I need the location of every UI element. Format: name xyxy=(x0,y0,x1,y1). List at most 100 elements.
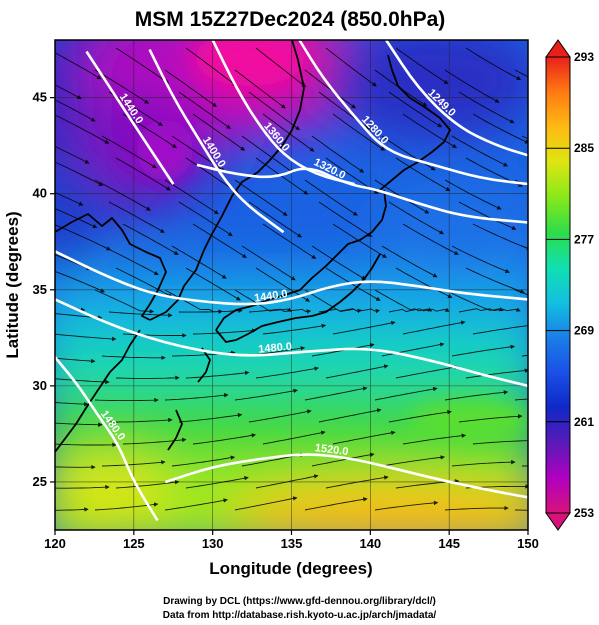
streamline xyxy=(178,308,243,313)
credit-dcl: Drawing by DCL (https://www.gfd-dennou.o… xyxy=(163,596,436,607)
colorbar-tick-label: 269 xyxy=(574,324,594,338)
map-title: MSM 15Z27Dec2024 (850.0hPa) xyxy=(135,8,446,31)
streamline xyxy=(304,69,356,109)
streamline xyxy=(465,47,522,80)
streamline xyxy=(444,179,502,210)
streamline xyxy=(388,201,445,235)
streamline xyxy=(115,47,170,84)
streamline xyxy=(101,460,166,467)
x-tick-label: 150 xyxy=(517,536,539,551)
streamline xyxy=(55,114,110,144)
streamline xyxy=(514,398,528,401)
streamline xyxy=(255,366,319,379)
streamline xyxy=(458,91,515,124)
streamline xyxy=(402,320,466,335)
height-contour-line xyxy=(55,250,528,306)
streamline xyxy=(248,201,302,238)
streamline xyxy=(55,378,110,385)
colorbar-tick-label: 285 xyxy=(574,141,594,155)
y-tick-label: 25 xyxy=(33,474,47,489)
streamline xyxy=(325,364,389,379)
streamline xyxy=(94,69,150,104)
streamline xyxy=(262,223,317,259)
streamline xyxy=(444,69,500,103)
streamline xyxy=(185,267,241,301)
streamline xyxy=(514,509,528,511)
colorbar-tick-label: 253 xyxy=(574,506,594,520)
streamline xyxy=(115,479,180,489)
colorbar-extend-bottom xyxy=(545,512,571,531)
streamline xyxy=(472,113,528,144)
streamline xyxy=(304,386,368,401)
height-contour-line xyxy=(164,453,528,499)
colorbar-body xyxy=(545,56,571,514)
streamline xyxy=(55,401,89,407)
streamline xyxy=(388,409,452,423)
streamline xyxy=(262,323,327,335)
streamline xyxy=(55,84,82,100)
height-contour-line xyxy=(385,40,528,157)
streamline xyxy=(395,157,451,192)
streamline xyxy=(465,267,525,294)
streamline xyxy=(304,497,368,511)
streamline xyxy=(234,179,288,216)
streamline xyxy=(115,375,180,381)
streamline xyxy=(514,69,528,78)
y-tick-label: 40 xyxy=(33,186,47,201)
height-contour-label: 1440.0 xyxy=(253,288,288,305)
height-contour-line xyxy=(196,163,528,224)
streamline xyxy=(164,392,229,401)
x-axis-label: Longitude (degrees) xyxy=(209,559,372,578)
streamline xyxy=(388,307,450,313)
streamline xyxy=(444,505,509,511)
streamline xyxy=(94,289,155,314)
y-axis-label: Latitude (degrees) xyxy=(3,211,22,358)
height-contour-line xyxy=(55,298,528,388)
y-axis: 25 30 35 40 45 xyxy=(33,90,55,489)
streamline xyxy=(55,357,96,364)
streamline xyxy=(115,157,171,191)
streamline xyxy=(178,412,243,423)
streamline xyxy=(472,223,528,251)
streamline xyxy=(311,135,365,173)
streamline xyxy=(262,430,326,445)
height-contour-label: 1520.0 xyxy=(314,442,349,458)
streamline xyxy=(311,452,375,467)
wind-streamlines xyxy=(55,47,528,512)
streamline xyxy=(451,344,516,357)
streamline xyxy=(248,308,312,314)
streamline xyxy=(185,475,249,489)
streamline xyxy=(325,267,381,301)
x-tick-label: 135 xyxy=(281,536,303,551)
streamline xyxy=(55,422,103,427)
streamline xyxy=(304,179,358,216)
streamline xyxy=(94,179,151,211)
streamline xyxy=(55,270,105,293)
x-tick-label: 125 xyxy=(123,536,145,551)
coastlines xyxy=(55,40,451,453)
colorbar-tick-label: 293 xyxy=(574,50,594,64)
streamline xyxy=(234,388,298,401)
x-tick-label: 140 xyxy=(359,536,381,551)
streamline xyxy=(402,113,457,148)
credit-data-source: Data from http://database.rish.kyoto-u.a… xyxy=(162,610,437,621)
streamline xyxy=(55,442,117,448)
height-contour-line xyxy=(85,50,175,185)
streamline xyxy=(395,365,459,379)
streamline xyxy=(185,47,238,87)
x-tick-label: 145 xyxy=(438,536,460,551)
streamline xyxy=(122,333,187,338)
streamline xyxy=(465,368,528,379)
streamline xyxy=(164,179,219,215)
streamline xyxy=(101,245,159,276)
streamline xyxy=(325,475,389,489)
streamline xyxy=(318,201,373,237)
streamline xyxy=(55,99,96,122)
streamline xyxy=(262,113,315,152)
height-contour-label: 1480.0 xyxy=(258,341,293,356)
streamline xyxy=(171,455,236,467)
streamline xyxy=(444,390,509,401)
streamline xyxy=(115,267,173,298)
streamline xyxy=(381,245,438,278)
streamline xyxy=(374,386,438,401)
